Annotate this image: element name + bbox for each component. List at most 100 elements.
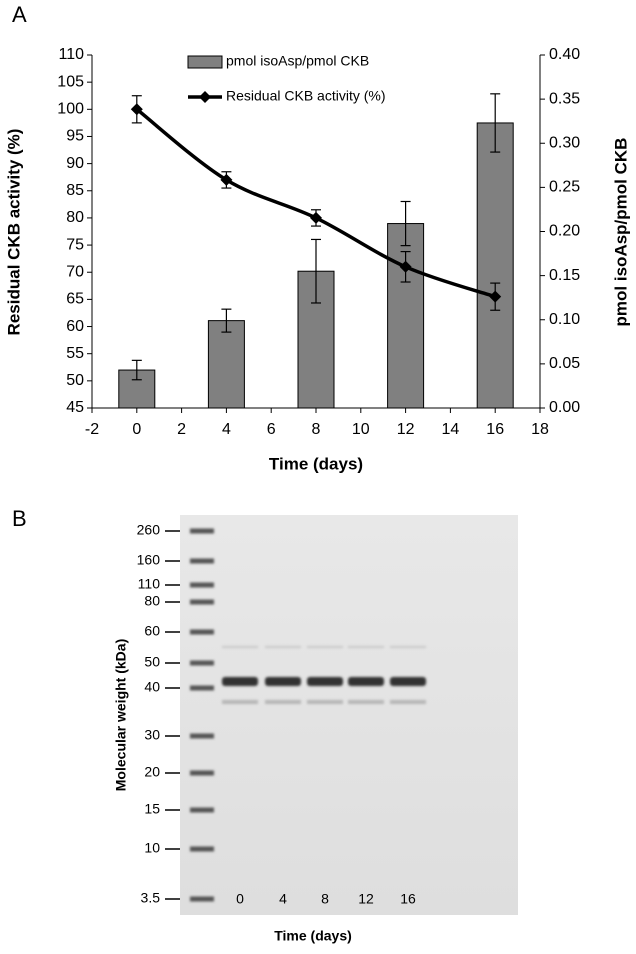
x-tick-label: 2 [177,421,186,438]
ladder-band [190,629,214,635]
ladder-band [190,599,214,605]
gel-band [265,677,301,686]
gel-band [390,700,426,704]
y2-axis-title: pmol isoAsp/pmol CKB [611,138,630,327]
y2-tick-label: 0.20 [549,223,580,240]
y2-tick-label: 0.05 [549,355,580,372]
marker-label: 3.5 [141,890,161,906]
ladder-band [190,733,214,739]
marker-label: 10 [144,840,160,856]
y-tick-label: 85 [66,182,84,199]
ladder-band [190,685,214,691]
lane-label: 4 [279,891,287,907]
gel-band [307,677,343,686]
y2-tick-label: 0.25 [549,179,580,196]
legend-swatch [187,55,223,69]
gel-x-title: Time (days) [274,928,352,944]
x-tick-label: 12 [397,421,415,438]
y-tick-label: 95 [66,128,84,145]
y2-tick-label: 0.10 [549,311,580,328]
y-tick-label: 110 [58,46,84,63]
legend-swatch [199,91,211,103]
y-tick-label: 45 [66,399,84,416]
y-tick-label: 55 [66,345,84,362]
error-bar [131,359,142,381]
gel-band [348,646,384,648]
panel-label: A [12,2,27,27]
ladder-band [190,660,214,666]
bar [476,122,514,409]
x-tick-label: 0 [132,421,141,438]
ladder-band [190,807,214,813]
x-tick-label: 4 [222,421,231,438]
x-tick-label: 16 [486,421,504,438]
marker-label: 260 [137,522,161,538]
x-tick-label: 18 [531,421,549,438]
marker-label: 50 [144,654,160,670]
gel-band [307,700,343,704]
x-tick-label: 8 [312,421,321,438]
x-axis-title: Time (days) [269,454,363,473]
error-bar [400,200,411,247]
gel-band [307,646,343,648]
y2-tick-label: 0.40 [549,46,580,63]
y-tick-label: 105 [57,73,84,90]
marker-label: 80 [144,593,160,609]
gel-image [180,515,518,915]
bar [207,320,245,409]
gel-band [265,700,301,704]
legend-label: pmol isoAsp/pmol CKB [226,53,369,69]
point [310,211,322,224]
y-tick-label: 65 [66,291,84,308]
y-tick-label: 100 [57,101,84,118]
y-tick-label: 50 [66,372,84,389]
panel-label: B [12,506,27,531]
y2-tick-label: 0.30 [549,134,580,151]
marker-label: 30 [144,727,160,743]
marker-label: 20 [144,764,160,780]
gel-band [390,646,426,648]
gel-band [222,700,258,704]
lane-label: 0 [236,891,244,907]
y2-tick-label: 0.15 [549,267,580,284]
gel-band [348,677,384,686]
legend-label: Residual CKB activity (%) [226,88,386,104]
error-bar [490,93,501,153]
ladder-band [190,896,214,902]
x-tick-label: 14 [442,421,460,438]
lane-label: 8 [321,891,329,907]
point [220,173,233,186]
y-tick-label: 80 [66,209,84,226]
y-tick-label: 90 [66,155,84,172]
point [399,260,412,273]
x-tick-label: -2 [85,421,99,438]
y2-tick-label: 0.00 [549,399,580,416]
y-tick-label: 60 [66,318,84,335]
ladder-band [190,558,214,564]
lane-label: 16 [400,891,416,907]
gel-band [222,646,258,648]
ladder-band [190,846,214,852]
x-tick-label: 10 [352,421,370,438]
point [130,103,143,116]
gel-band [390,677,426,686]
marker-label: 40 [144,679,160,695]
ladder-band [190,770,214,776]
gel-band [265,646,301,648]
marker-label: 60 [144,623,160,639]
marker-label: 160 [137,552,161,568]
error-bar [221,308,232,333]
y-axis-title: Residual CKB activity (%) [4,129,23,336]
lane-label: 12 [358,891,374,907]
gel-band [348,700,384,704]
error-bar [311,238,321,304]
point [489,290,502,303]
ladder-band [190,582,214,588]
x-tick-label: 6 [267,421,276,438]
gel-band [222,677,258,686]
y-tick-label: 75 [66,236,84,253]
gel-y-title: Molecular weight (kDa) [113,639,129,791]
ladder-band [190,528,214,534]
y-tick-label: 70 [66,263,84,280]
